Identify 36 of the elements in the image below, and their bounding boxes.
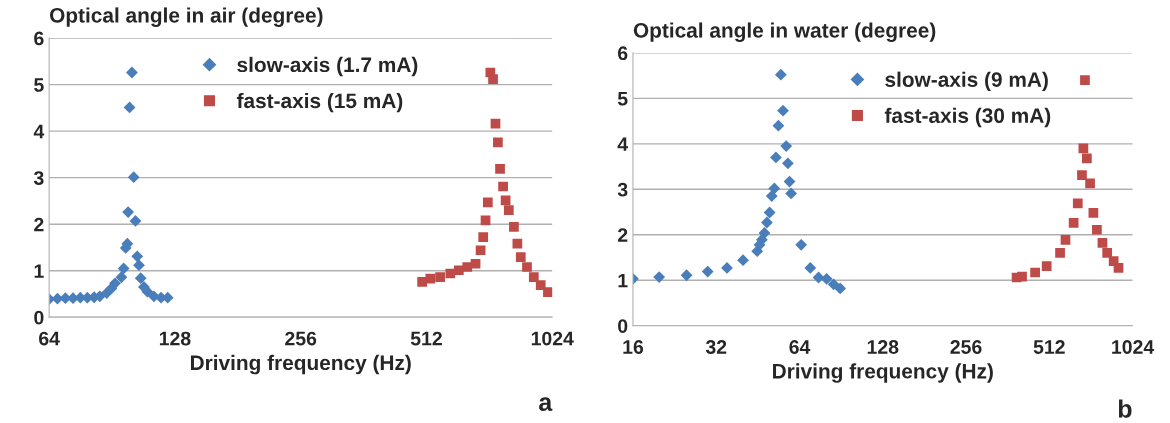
x-tick-label: 64 xyxy=(39,331,60,346)
y-tick-label: 4 xyxy=(33,124,45,139)
y-tick-label: 3 xyxy=(617,182,628,197)
y-tick-label: 6 xyxy=(618,46,628,61)
y-tick-label: 4 xyxy=(617,137,629,151)
x-tick-label: 256 xyxy=(285,331,317,346)
legend-label: fast-axis (30 mA) xyxy=(884,107,1051,128)
y-tick-label: 3 xyxy=(33,171,44,185)
y-tick-label: 2 xyxy=(617,228,628,242)
x-tick-label: 128 xyxy=(159,331,191,346)
x-tick-label: 1024 xyxy=(1112,340,1155,354)
y-tick-label: 6 xyxy=(34,31,44,46)
x-tick-label: 512 xyxy=(410,331,442,346)
legend-label: slow-axis (1.7 mA) xyxy=(237,56,418,77)
y-tick-label: 2 xyxy=(34,217,44,232)
x-axis-title: Driving frequency (Hz) xyxy=(773,363,993,383)
text: b xyxy=(1118,399,1132,418)
x-tick-label: 512 xyxy=(1033,340,1065,354)
x-tick-label: 1024 xyxy=(531,331,574,346)
y-tick-label: 1 xyxy=(34,264,44,278)
y-tick-label: 5 xyxy=(617,92,628,106)
y-axis-title: Optical angle in water (degree) xyxy=(633,22,936,42)
y-tick-label: 0 xyxy=(618,319,628,333)
legend-label: slow-axis (9 mA) xyxy=(885,71,1048,92)
text: a xyxy=(539,397,553,411)
x-tick-label: 64 xyxy=(789,340,811,354)
y-tick-label: 5 xyxy=(34,78,44,92)
y-tick-label: 1 xyxy=(618,273,628,288)
y-tick-label: 0 xyxy=(34,310,44,325)
x-tick-label: 16 xyxy=(623,340,644,354)
legend-label: fast-axis (15 mA) xyxy=(236,92,403,113)
x-tick-label: 32 xyxy=(705,340,727,354)
x-tick-label: 128 xyxy=(867,340,899,354)
x-axis-title: Driving frequency (Hz) xyxy=(190,354,411,375)
x-tick-label: 256 xyxy=(950,340,982,354)
y-axis-title: Optical angle in air (degree) xyxy=(50,7,323,27)
